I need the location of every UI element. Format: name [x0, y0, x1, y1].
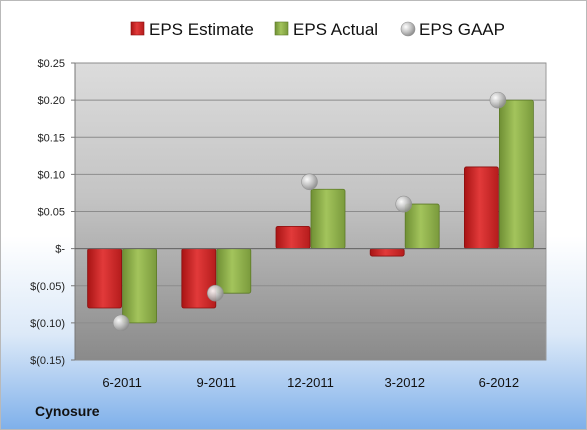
legend-label: EPS GAAP	[419, 20, 505, 39]
eps-actual-bar	[216, 248, 252, 294]
eps-gaap-marker	[489, 91, 507, 109]
eps-gaap-marker	[207, 284, 224, 302]
eps-estimate-bar	[275, 225, 311, 250]
x-tick-label: 6-2012	[479, 375, 519, 390]
company-name: Cynosure	[35, 403, 100, 419]
y-tick-label: $0.20	[37, 95, 65, 107]
y-tick-label: $(0.05)	[30, 281, 65, 293]
legend-swatch-actual	[274, 21, 289, 36]
eps-actual-bar	[310, 188, 346, 250]
y-tick-label: $(0.15)	[30, 355, 65, 367]
eps-estimate-bar	[369, 248, 405, 257]
eps-actual-bar	[122, 248, 157, 324]
eps-estimate-bar	[463, 166, 499, 250]
eps-gaap-marker	[395, 195, 413, 213]
x-tick-label: 6-2011	[102, 375, 142, 390]
gaap-markers	[112, 91, 507, 332]
eps-actual-bar	[498, 99, 534, 250]
eps-actual-bar	[404, 203, 440, 250]
bars	[87, 99, 534, 324]
y-tick-label: $0.15	[37, 132, 65, 144]
x-tick-label: 3-2012	[384, 375, 424, 390]
legend-swatch-estimate	[130, 21, 145, 36]
y-tick-label: $(0.10)	[30, 318, 65, 330]
eps-gaap-marker	[301, 173, 318, 191]
legend: EPS Estimate EPS Actual EPS GAAP	[130, 20, 505, 39]
x-tick-label: 12-2011	[287, 375, 334, 390]
y-tick-label: $0.05	[37, 207, 65, 219]
y-tick-label: $0.25	[37, 58, 65, 70]
y-tick-label: $0.10	[37, 169, 65, 181]
legend-label: EPS Estimate	[149, 20, 254, 39]
eps-gaap-marker	[112, 314, 130, 332]
legend-label: EPS Actual	[293, 20, 378, 39]
y-tick-label: $-	[55, 244, 65, 256]
legend-swatch-gaap	[400, 21, 416, 37]
x-tick-label: 9-2011	[197, 375, 237, 390]
x-axis: 6-2011 9-2011 12-2011 3-2012 6-2012	[75, 248, 546, 390]
y-axis: $0.25 $0.20 $0.15 $0.10 $0.05 $- $(0.05) $(0.10…	[30, 58, 76, 367]
eps-estimate-bar	[87, 248, 122, 309]
